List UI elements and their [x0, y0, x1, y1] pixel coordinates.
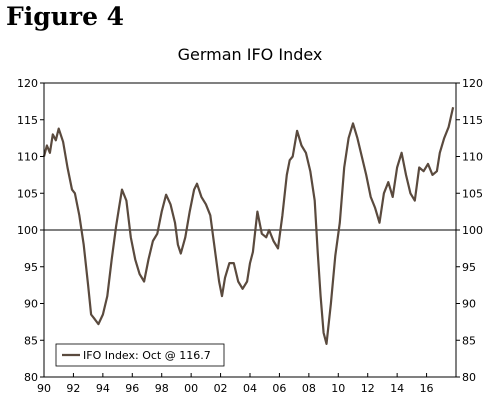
- y-tick-label-left: 120: [17, 77, 38, 90]
- x-tick-label: 06: [272, 382, 286, 395]
- y-tick-label-left: 100: [17, 224, 38, 237]
- y-axis-left: 80 85 90 95 100 105 110 115 120: [17, 77, 44, 384]
- legend-box: [55, 343, 225, 367]
- y-tick-label-right: 110: [462, 151, 483, 164]
- x-tick-label: 12: [361, 382, 375, 395]
- y-tick-label-right: 95: [462, 261, 476, 274]
- y-tick-label-left: 95: [24, 261, 38, 274]
- y-axis-right: 80 85 90 95 100 105 110 115 120: [456, 77, 483, 384]
- x-tick-label: 98: [155, 382, 169, 395]
- y-tick-label-right: 115: [462, 114, 483, 127]
- x-tick-label: 00: [184, 382, 198, 395]
- y-tick-label-right: 85: [462, 334, 476, 347]
- figure-label: Figure 4: [6, 2, 125, 31]
- y-tick-label-left: 110: [17, 151, 38, 164]
- x-tick-label: 96: [125, 382, 139, 395]
- y-tick-label-right: 105: [462, 187, 483, 200]
- x-tick-label: 92: [66, 382, 80, 395]
- y-tick-label-right: 120: [462, 77, 483, 90]
- y-tick-label-right: 100: [462, 224, 483, 237]
- x-tick-label: 04: [243, 382, 257, 395]
- x-tick-label: 90: [37, 382, 51, 395]
- legend-label: IFO Index: Oct @ 116.7: [83, 349, 211, 362]
- x-axis: 90 92 94 96 98 00 02 04 06 08 10 12 14 16: [37, 373, 434, 395]
- y-tick-label-left: 85: [24, 334, 38, 347]
- x-tick-label: 08: [302, 382, 316, 395]
- y-tick-label-left: 90: [24, 298, 38, 311]
- plot-frame: [43, 82, 457, 378]
- x-tick-label: 16: [420, 382, 434, 395]
- x-tick-label: 10: [331, 382, 345, 395]
- x-tick-label: 14: [390, 382, 404, 395]
- x-tick-label: 94: [96, 382, 110, 395]
- y-tick-label-left: 105: [17, 187, 38, 200]
- chart-title: German IFO Index: [178, 45, 323, 64]
- y-tick-label-right: 80: [462, 371, 476, 384]
- legend: IFO Index: Oct @ 116.7: [55, 343, 225, 367]
- x-tick-label: 02: [214, 382, 228, 395]
- series-line-ifo-index: [42, 107, 455, 345]
- y-tick-label-left: 80: [24, 371, 38, 384]
- y-tick-label-left: 115: [17, 114, 38, 127]
- y-tick-label-right: 90: [462, 298, 476, 311]
